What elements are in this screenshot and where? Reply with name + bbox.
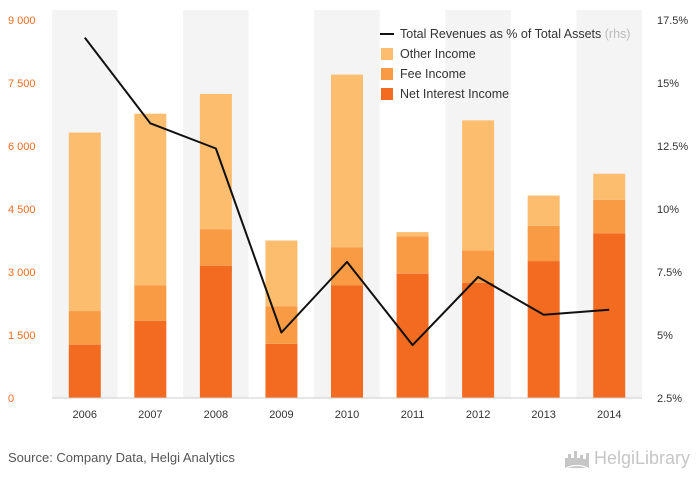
legend-swatch [381, 88, 393, 100]
x-axis-ticks: 2006 2007 2008 2009 2010 2011 2012 2013 2014 [73, 409, 622, 421]
left-y-tick-label: 3 000 [8, 267, 36, 279]
bar-fee-income-2008 [199, 229, 232, 266]
x-tick-label: 2008 [204, 409, 228, 421]
x-tick-label: 2014 [597, 409, 621, 421]
bar-net-interest-income-2008 [199, 265, 232, 398]
bar-net-interest-income-2009 [265, 343, 298, 398]
bar-other-income-2014 [593, 173, 626, 200]
right-y-tick-label: 2.5% [657, 393, 682, 405]
bar-net-interest-income-2012 [462, 282, 495, 398]
left-y-tick-label: 7 500 [8, 78, 36, 90]
bar-net-interest-income-2013 [527, 261, 560, 398]
bar-net-interest-income-2010 [331, 285, 363, 398]
x-tick-label: 2012 [466, 409, 490, 421]
helgi-library-logo: HelgiLibrary [564, 448, 690, 469]
right-axis-ticks: 2.5% 5% 7.5% 10% 12.5% 15% 17.5% [657, 15, 688, 405]
bar-fee-income-2007 [134, 285, 167, 321]
skyline-icon [564, 450, 589, 469]
x-tick-label: 2013 [531, 409, 555, 421]
bar-other-income-2009 [265, 240, 298, 307]
line-total-revenues-pct-assets [84, 36, 610, 347]
bar-fee-income-2009 [265, 306, 298, 344]
right-y-tick-label: 7.5% [657, 267, 682, 279]
bar-other-income-2007 [134, 113, 167, 286]
left-y-tick-label: 6 000 [8, 141, 36, 153]
legend-label: Other Income [400, 47, 476, 61]
bar-other-income-2010 [331, 74, 363, 248]
bar-fee-income-2014 [593, 199, 626, 234]
left-y-tick-label: 4 500 [8, 204, 36, 216]
legend: Total Revenues as % of Total Assets (rhs… [380, 27, 630, 101]
left-y-tick-label: 0 [8, 393, 14, 405]
bars-group [68, 74, 626, 398]
left-axis-ticks: 0 1 500 3 000 4 500 6 000 7 500 9 000 [8, 15, 36, 405]
left-y-tick-label: 9 000 [8, 15, 36, 27]
bar-net-interest-income-2014 [593, 233, 626, 398]
x-tick-label: 2010 [335, 409, 359, 421]
bar-other-income-2011 [396, 232, 429, 237]
right-y-tick-label: 5% [657, 330, 673, 342]
legend-rhs-note: (rhs) [605, 27, 631, 41]
source-note: Source: Company Data, Helgi Analytics [8, 450, 235, 465]
bar-net-interest-income-2006 [68, 344, 101, 398]
bar-net-interest-income-2011 [396, 273, 429, 398]
bar-fee-income-2011 [396, 236, 429, 274]
line-series-group [84, 36, 610, 347]
bar-other-income-2006 [68, 132, 101, 312]
x-tick-label: 2009 [269, 409, 293, 421]
left-y-tick-label: 1 500 [8, 330, 36, 342]
bar-fee-income-2013 [527, 225, 560, 262]
bar-fee-income-2006 [68, 311, 101, 345]
legend-swatch [381, 48, 393, 60]
legend-label: Total Revenues as % of Total Assets (rhs… [400, 27, 630, 41]
right-y-tick-label: 12.5% [657, 141, 688, 153]
bar-other-income-2012 [462, 120, 495, 251]
legend-label: Net Interest Income [400, 87, 509, 101]
bar-net-interest-income-2007 [134, 320, 167, 398]
x-tick-label: 2011 [401, 409, 425, 421]
logo-text: HelgiLibrary [593, 448, 690, 468]
x-tick-label: 2006 [73, 409, 97, 421]
legend-label: Fee Income [400, 67, 466, 81]
right-y-tick-label: 15% [657, 78, 679, 90]
right-y-tick-label: 10% [657, 204, 679, 216]
bar-fee-income-2010 [331, 247, 363, 286]
bar-other-income-2008 [199, 93, 232, 230]
legend-swatch [381, 68, 393, 80]
right-y-tick-label: 17.5% [657, 15, 688, 27]
x-tick-label: 2007 [138, 409, 162, 421]
bar-other-income-2013 [527, 195, 560, 226]
